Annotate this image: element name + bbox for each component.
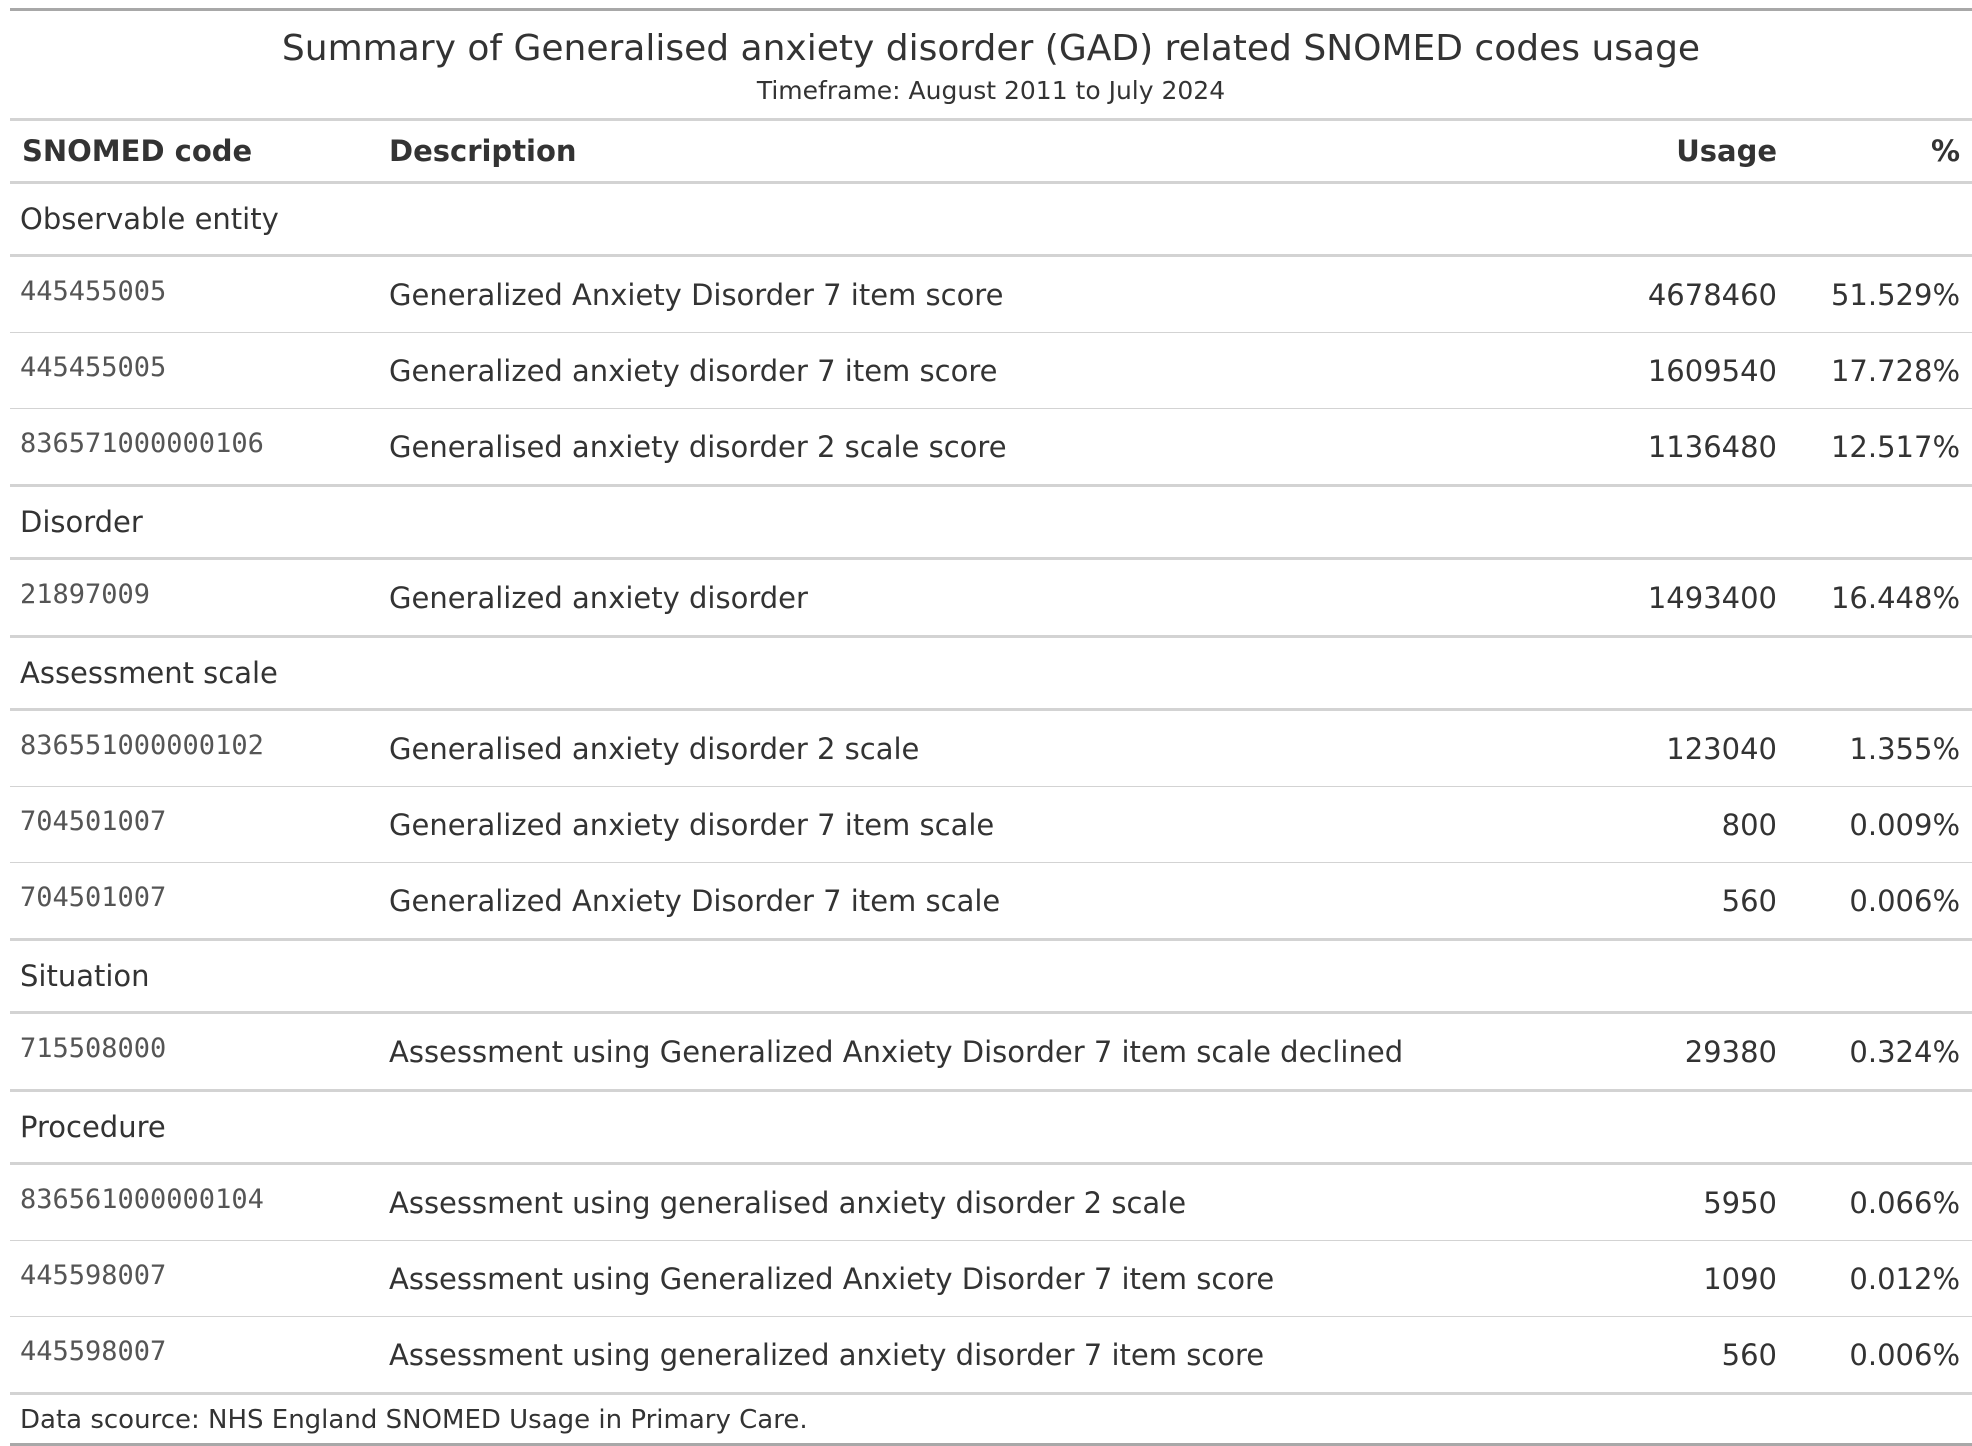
group-label: Situation xyxy=(10,939,1972,1014)
percent-cell: 1.355% xyxy=(1789,709,1972,787)
percent-cell: 0.012% xyxy=(1789,1240,1972,1317)
table-header: SNOMED code Description Usage % xyxy=(10,121,1972,184)
group-label: Assessment scale xyxy=(10,636,1972,711)
description-cell: Assessment using Generalized Anxiety Dis… xyxy=(377,1240,1607,1317)
snomed-code-cell: 445598007 xyxy=(10,1316,377,1395)
snomed-code-cell: 836571000000106 xyxy=(10,408,377,487)
description-cell: Generalized anxiety disorder 7 item scal… xyxy=(377,786,1607,863)
table-row: 704501007 Generalized anxiety disorder 7… xyxy=(10,786,1972,863)
description-cell: Generalized Anxiety Disorder 7 item scor… xyxy=(377,255,1607,333)
description-cell: Generalised anxiety disorder 2 scale xyxy=(377,709,1607,787)
column-header-code: SNOMED code xyxy=(10,121,377,184)
snomed-code-cell: 445455005 xyxy=(10,255,377,333)
description-cell: Assessment using generalized anxiety dis… xyxy=(377,1316,1607,1395)
column-header-description: Description xyxy=(377,121,1607,184)
group-row: Disorder xyxy=(10,485,1972,560)
usage-cell: 5950 xyxy=(1607,1163,1789,1241)
usage-cell: 1090 xyxy=(1607,1240,1789,1317)
usage-cell: 560 xyxy=(1607,862,1789,941)
description-cell: Generalized anxiety disorder xyxy=(377,558,1607,638)
snomed-code-cell: 715508000 xyxy=(10,1012,377,1092)
percent-cell: 0.066% xyxy=(1789,1163,1972,1241)
usage-cell: 800 xyxy=(1607,786,1789,863)
percent-cell: 17.728% xyxy=(1789,332,1972,409)
usage-cell: 1493400 xyxy=(1607,558,1789,638)
column-header-percent: % xyxy=(1789,121,1972,184)
description-cell: Assessment using generalised anxiety dis… xyxy=(377,1163,1607,1241)
snomed-code-cell: 445455005 xyxy=(10,332,377,409)
table-row: 836551000000102 Generalised anxiety diso… xyxy=(10,709,1972,787)
column-header-usage: Usage xyxy=(1607,121,1789,184)
usage-cell: 29380 xyxy=(1607,1012,1789,1092)
group-row: Situation xyxy=(10,939,1972,1014)
table-subtitle: Timeframe: August 2011 to July 2024 xyxy=(756,76,1226,105)
snomed-code-cell: 704501007 xyxy=(10,862,377,941)
snomed-code-cell: 704501007 xyxy=(10,786,377,863)
table-row: 445598007 Assessment using Generalized A… xyxy=(10,1240,1972,1317)
header-row: SNOMED code Description Usage % xyxy=(10,121,1972,184)
description-cell: Generalised anxiety disorder 2 scale sco… xyxy=(377,408,1607,487)
usage-cell: 1609540 xyxy=(1607,332,1789,409)
table-row: 836571000000106 Generalised anxiety diso… xyxy=(10,408,1972,487)
group-row: Observable entity xyxy=(10,182,1972,257)
usage-cell: 560 xyxy=(1607,1316,1789,1395)
percent-cell: 0.006% xyxy=(1789,1316,1972,1395)
group-label: Procedure xyxy=(10,1090,1972,1165)
group-label: Observable entity xyxy=(10,182,1972,257)
table-row: 445598007 Assessment using generalized a… xyxy=(10,1316,1972,1395)
group-row: Assessment scale xyxy=(10,636,1972,711)
snomed-usage-table: SNOMED code Description Usage % Observab… xyxy=(10,121,1972,1395)
percent-cell: 12.517% xyxy=(1789,408,1972,487)
percent-cell: 0.006% xyxy=(1789,862,1972,941)
snomed-code-cell: 445598007 xyxy=(10,1240,377,1317)
description-cell: Generalized anxiety disorder 7 item scor… xyxy=(377,332,1607,409)
table-body: Observable entity 445455005 Generalized … xyxy=(10,182,1972,1395)
snomed-code-cell: 836561000000104 xyxy=(10,1163,377,1241)
usage-cell: 123040 xyxy=(1607,709,1789,787)
group-row: Procedure xyxy=(10,1090,1972,1165)
percent-cell: 51.529% xyxy=(1789,255,1972,333)
table-row: 704501007 Generalized Anxiety Disorder 7… xyxy=(10,862,1972,941)
usage-cell: 4678460 xyxy=(1607,255,1789,333)
table-row: 836561000000104 Assessment using general… xyxy=(10,1163,1972,1241)
description-cell: Assessment using Generalized Anxiety Dis… xyxy=(377,1012,1607,1092)
table-heading: Summary of Generalised anxiety disorder … xyxy=(10,8,1972,121)
snomed-code-cell: 21897009 xyxy=(10,558,377,638)
table-row: 445455005 Generalized Anxiety Disorder 7… xyxy=(10,255,1972,333)
percent-cell: 0.324% xyxy=(1789,1012,1972,1092)
usage-cell: 1136480 xyxy=(1607,408,1789,487)
summary-table-container: Summary of Generalised anxiety disorder … xyxy=(10,8,1972,1446)
percent-cell: 16.448% xyxy=(1789,558,1972,638)
percent-cell: 0.009% xyxy=(1789,786,1972,863)
group-label: Disorder xyxy=(10,485,1972,560)
description-cell: Generalized Anxiety Disorder 7 item scal… xyxy=(377,862,1607,941)
snomed-code-cell: 836551000000102 xyxy=(10,709,377,787)
table-row: 445455005 Generalized anxiety disorder 7… xyxy=(10,332,1972,409)
table-row: 715508000 Assessment using Generalized A… xyxy=(10,1012,1972,1092)
table-title: Summary of Generalised anxiety disorder … xyxy=(281,28,1701,69)
table-source-note: Data scource: NHS England SNOMED Usage i… xyxy=(10,1395,1972,1446)
table-row: 21897009 Generalized anxiety disorder 14… xyxy=(10,558,1972,638)
